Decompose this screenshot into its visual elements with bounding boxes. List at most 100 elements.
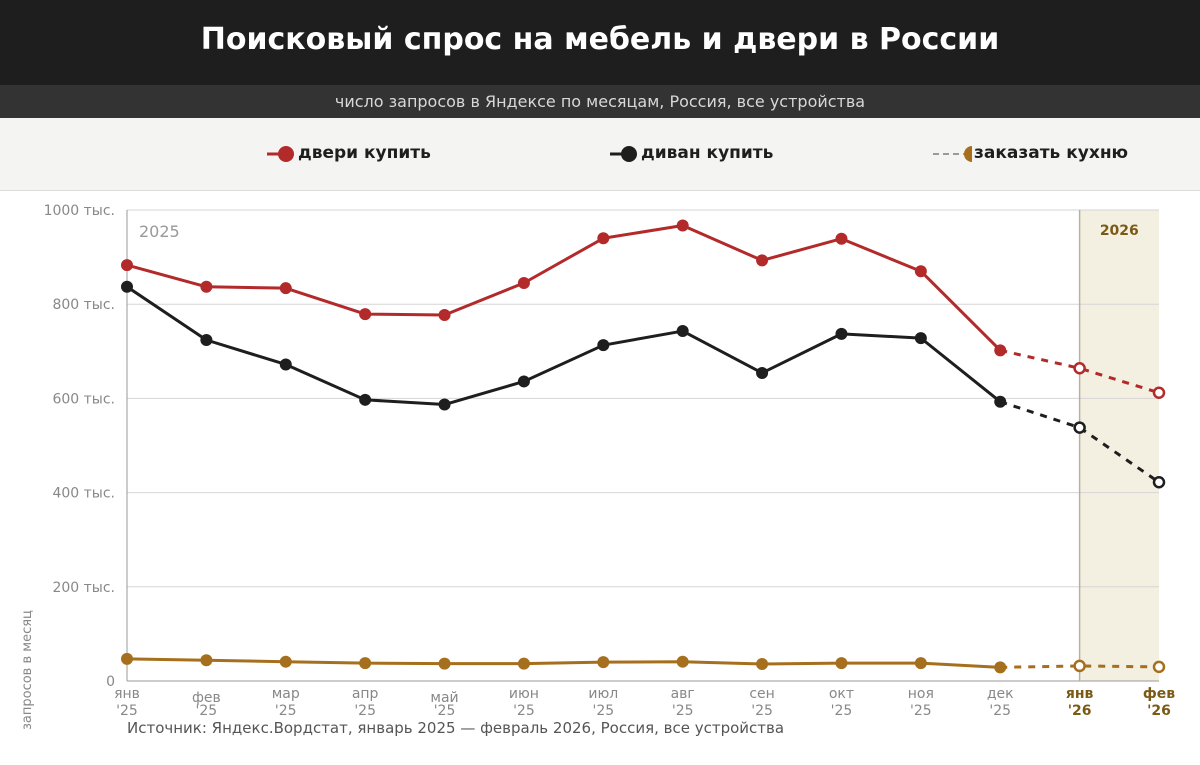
data-point-doors	[200, 280, 213, 293]
data-point-kitchen	[121, 652, 133, 665]
data-point-kitchen	[279, 655, 292, 668]
legend-item-kitchen[interactable]: заказать кухню	[932, 138, 1128, 168]
data-point-sofa	[121, 280, 133, 293]
forecast-point-kitchen	[1073, 659, 1086, 673]
data-point-doors	[756, 254, 769, 267]
x-tick-label: '25	[831, 703, 853, 719]
forecast-point-sofa	[1073, 421, 1086, 434]
x-tick-label: янв	[1066, 686, 1094, 702]
data-point-doors	[517, 277, 530, 290]
series-line-sofa	[126, 285, 1002, 407]
data-point-kitchen	[359, 657, 372, 670]
data-point-sofa	[279, 358, 292, 371]
x-tick-label: янв	[114, 686, 140, 702]
subtitle-bar: число запросов в Яндексе по месяцам, Рос…	[0, 85, 1200, 118]
legend-marker-doors-icon	[267, 146, 294, 162]
source-note: Источник: Яндекс.Вордстат, январь 2025 —…	[127, 719, 785, 737]
x-tick-label: июн	[509, 686, 539, 702]
series-line-kitchen	[126, 657, 1001, 669]
y-tick-label: 400 тыс.	[52, 486, 115, 502]
year-label-2026: 2026	[1100, 223, 1139, 239]
x-tick-label: '25	[751, 703, 773, 719]
legend-item-sofa[interactable]: диван купить	[609, 138, 773, 168]
data-point-sofa	[914, 332, 927, 345]
data-point-kitchen	[517, 657, 530, 670]
x-tick-label: ноя	[908, 686, 934, 702]
data-point-kitchen	[438, 657, 451, 670]
x-tick-label: '25	[989, 703, 1011, 719]
x-tick-label: '25	[275, 703, 297, 719]
x-tick-label: '26	[1147, 703, 1171, 719]
y-tick-label: 0	[106, 674, 115, 690]
page-title: Поисковый спрос на мебель и двери в Росс…	[200, 22, 1000, 57]
x-tick-label: '25	[116, 703, 138, 719]
legend-item-doors[interactable]: двери купить	[266, 138, 431, 168]
x-tick-label: '25	[513, 703, 535, 719]
legend-label-doors: двери купить	[298, 143, 431, 163]
y-tick-label: 200 тыс.	[52, 580, 115, 596]
x-tick-label: фев	[192, 690, 221, 706]
data-point-sofa	[359, 393, 372, 406]
forecast-point-doors	[1152, 386, 1166, 399]
title-bar: Поисковый спрос на мебель и двери в Росс…	[0, 0, 1200, 85]
x-tick-label: '25	[672, 703, 694, 719]
x-tick-label: '25	[434, 703, 456, 719]
data-point-doors	[359, 308, 372, 321]
series-forecast-line-kitchen	[1000, 664, 1160, 669]
x-tick-label: май	[430, 690, 458, 706]
line-chart: 0 200 тыс. 400 тыс. 600 тыс. 800 тыс. 1000 ты…	[44, 203, 1176, 719]
data-point-kitchen	[676, 655, 689, 668]
y-tick-label: 800 тыс.	[52, 297, 115, 313]
data-point-doors	[676, 219, 689, 232]
data-point-sofa	[200, 333, 213, 346]
x-tick-label: '25	[354, 703, 376, 719]
data-point-doors	[121, 259, 133, 272]
x-tick-label: апр	[352, 686, 379, 702]
data-point-doors	[994, 344, 1007, 357]
legend-marker-kitchen-icon	[933, 146, 972, 162]
data-point-kitchen	[597, 656, 610, 669]
y-tick-label: 600 тыс.	[52, 391, 115, 407]
data-point-sofa	[597, 339, 610, 352]
x-tick-label: окт	[829, 686, 854, 702]
x-tick-label: '26	[1068, 703, 1092, 719]
year-label-2025: 2025	[139, 222, 180, 241]
data-point-sofa	[994, 395, 1007, 408]
data-point-kitchen	[914, 657, 927, 670]
x-tick-label: '25	[592, 703, 614, 719]
data-point-sofa	[676, 325, 689, 338]
x-tick-label: июл	[588, 686, 618, 702]
y-tick-label: 1000 тыс.	[44, 203, 115, 219]
data-point-sofa	[835, 327, 848, 340]
legend-label-kitchen: заказать кухню	[974, 143, 1129, 163]
x-tick-label: фев	[1143, 686, 1175, 702]
x-tick-label: '25	[910, 703, 932, 719]
data-point-sofa	[517, 375, 530, 388]
x-tick-label: мар	[272, 686, 300, 702]
data-point-doors	[835, 232, 848, 245]
data-point-doors	[914, 265, 927, 278]
forecast-point-doors	[1073, 362, 1086, 375]
y-axis-title: запросов в месяц	[20, 610, 35, 730]
legend-marker-sofa-icon	[610, 146, 637, 162]
data-point-kitchen	[835, 657, 848, 670]
data-point-sofa	[438, 398, 451, 411]
page-subtitle: число запросов в Яндексе по месяцам, Рос…	[334, 92, 866, 111]
x-tick-label: '25	[196, 703, 218, 719]
data-point-doors	[438, 309, 451, 322]
data-point-kitchen	[994, 661, 1007, 674]
x-tick-label: дек	[987, 686, 1014, 702]
data-point-kitchen	[756, 658, 769, 671]
data-point-sofa	[756, 366, 769, 379]
x-tick-label: сен	[749, 686, 774, 702]
legend: двери купить диван купить заказать кухню	[0, 118, 1200, 191]
forecast-point-sofa	[1152, 475, 1166, 489]
forecast-point-kitchen	[1152, 660, 1166, 674]
legend-label-sofa: диван купить	[641, 143, 774, 163]
data-point-kitchen	[200, 654, 213, 667]
x-tick-label: авг	[671, 686, 695, 702]
series-line-doors	[126, 224, 1002, 352]
data-point-doors	[597, 232, 610, 245]
data-point-doors	[279, 282, 292, 295]
forecast-highlight	[1079, 210, 1159, 681]
